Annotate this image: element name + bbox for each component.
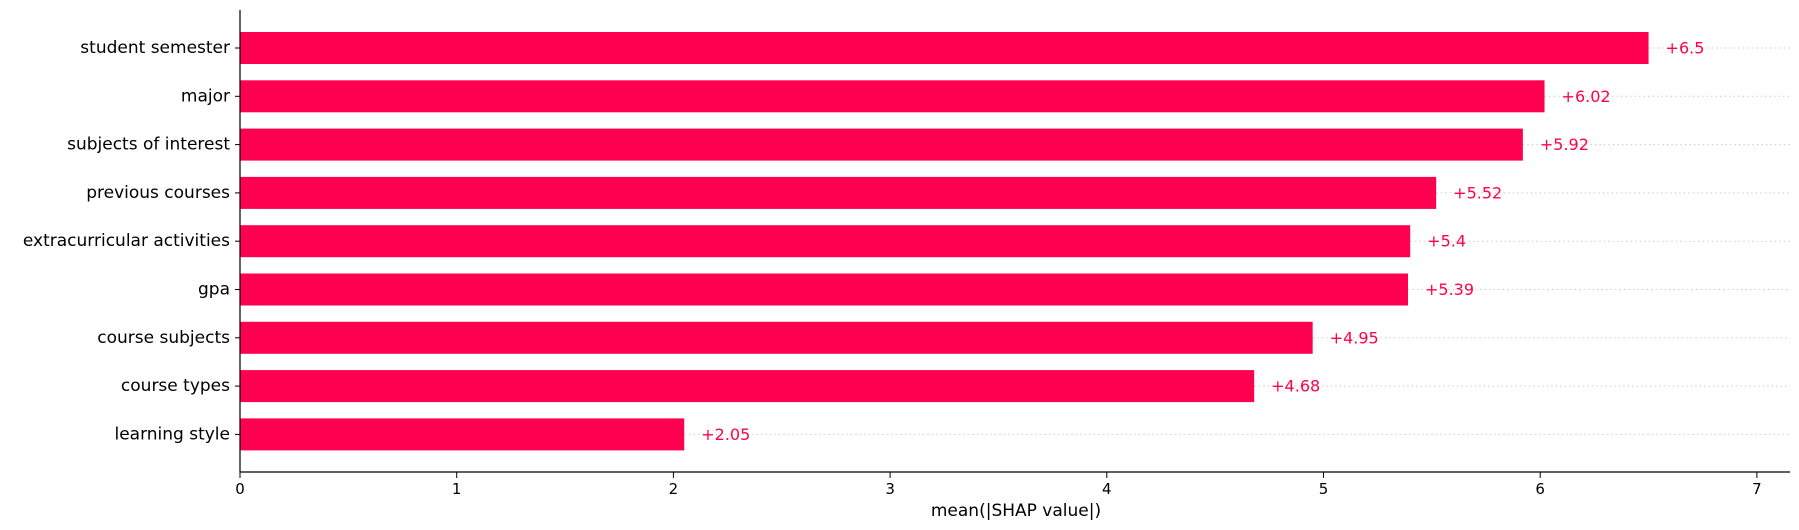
x-tick-label: 2 [669, 480, 679, 498]
bar [240, 32, 1649, 64]
value-label: +6.02 [1562, 87, 1611, 106]
x-tick-label: 6 [1535, 480, 1545, 498]
category-label: student semester [80, 38, 230, 58]
category-label: extracurricular activities [23, 231, 230, 251]
bar [240, 80, 1545, 113]
category-label: gpa [198, 280, 230, 300]
label-layer: student semester +6.5 major +6.02 subjects o… [23, 38, 1705, 444]
category-label: major [181, 86, 230, 106]
x-tick-label: 7 [1752, 480, 1762, 498]
value-label: +4.68 [1271, 377, 1320, 396]
category-label: previous courses [86, 183, 230, 203]
grid-layer [684, 47, 1790, 435]
bar [240, 321, 1313, 354]
bar [240, 418, 685, 451]
bar [240, 225, 1411, 258]
value-label: +5.39 [1425, 280, 1474, 299]
bar [240, 273, 1409, 306]
value-label: +6.5 [1666, 39, 1705, 58]
value-label: +5.52 [1453, 183, 1502, 202]
bar [240, 370, 1255, 403]
x-tick-label: 3 [885, 480, 895, 498]
x-tick-label: 5 [1319, 480, 1329, 498]
bar-layer [240, 32, 1649, 451]
value-label: +5.92 [1540, 135, 1589, 154]
bar [240, 128, 1523, 161]
value-label: +5.4 [1427, 232, 1466, 251]
x-tick-label: 4 [1102, 480, 1112, 498]
x-tick-label: 0 [235, 480, 245, 498]
bar [240, 176, 1437, 209]
x-tick-label: 1 [452, 480, 462, 498]
value-label: +4.95 [1330, 328, 1379, 347]
category-label: course subjects [97, 328, 230, 348]
category-label: course types [121, 376, 230, 396]
tick-layer: 0 1 2 3 4 5 6 7 [235, 47, 1762, 498]
x-axis-title: mean(|SHAP value|) [931, 501, 1101, 521]
category-label: subjects of interest [67, 135, 230, 155]
value-label: +2.05 [701, 425, 750, 444]
category-label: learning style [114, 424, 230, 444]
